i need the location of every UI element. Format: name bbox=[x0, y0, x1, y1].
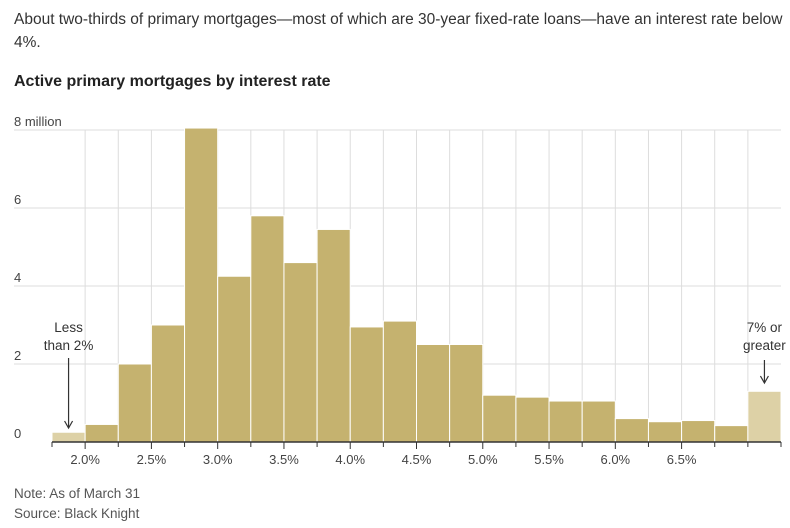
histogram-bar bbox=[747, 390, 782, 443]
greater-than-7-label: 7% or bbox=[747, 320, 783, 335]
y-tick-label: 6 bbox=[14, 192, 21, 207]
greater-than-7-arrowhead bbox=[759, 375, 769, 385]
annotations: Less than 2% 7% or greater bbox=[44, 320, 786, 430]
histogram-bar bbox=[449, 344, 484, 443]
histogram-bar bbox=[117, 363, 152, 443]
y-tick-label: 2 bbox=[14, 348, 21, 363]
histogram-bar bbox=[150, 324, 186, 443]
histogram-bar bbox=[283, 262, 318, 443]
x-tick-label: 4.5% bbox=[402, 452, 432, 467]
x-tick-label: 4.0% bbox=[335, 452, 365, 467]
histogram-bar bbox=[515, 396, 550, 443]
histogram-bar bbox=[647, 421, 683, 443]
histogram-bar bbox=[614, 418, 649, 443]
less-than-2-label: than 2% bbox=[44, 338, 94, 353]
histogram-bar bbox=[714, 425, 749, 443]
histogram-bar bbox=[84, 423, 119, 443]
histogram-bar bbox=[184, 127, 219, 443]
histogram-bar bbox=[250, 215, 285, 443]
x-tick-label: 6.0% bbox=[600, 452, 630, 467]
x-tick-label: 3.0% bbox=[203, 452, 233, 467]
chart-description: About two-thirds of primary mortgages—mo… bbox=[14, 11, 783, 51]
y-tick-label: 4 bbox=[14, 270, 21, 285]
histogram-bar bbox=[416, 344, 451, 443]
histogram-bar bbox=[548, 400, 583, 443]
histogram-bar bbox=[382, 320, 418, 443]
x-tick-label: 5.0% bbox=[468, 452, 498, 467]
x-tick-label: 5.5% bbox=[534, 452, 564, 467]
histogram-bar bbox=[51, 431, 86, 443]
x-tick-label: 2.5% bbox=[137, 452, 167, 467]
greater-than-7-label: greater bbox=[743, 338, 786, 353]
mortgage-rate-histogram: 0 2 4 6 8 million 2.0% 2.5% 3.0% 3.5% 4.0% 4.5% 5.0… bbox=[14, 114, 786, 467]
y-tick-label: 8 million bbox=[14, 114, 62, 129]
histogram-bar bbox=[681, 420, 716, 443]
source-text: Source: Black Knight bbox=[14, 506, 140, 521]
axes: 0 2 4 6 8 million 2.0% 2.5% 3.0% 3.5% 4.0% 4.5% 5.0… bbox=[14, 114, 782, 467]
less-than-2-label: Less bbox=[54, 320, 83, 335]
gridlines bbox=[14, 129, 781, 442]
histogram-bar bbox=[316, 228, 351, 443]
bars bbox=[51, 127, 782, 443]
chart-title: Active primary mortgages by interest rat… bbox=[14, 73, 331, 90]
histogram-bar bbox=[349, 326, 384, 443]
histogram-bar bbox=[217, 275, 252, 443]
x-tick-label: 3.5% bbox=[269, 452, 299, 467]
note-text: Note: As of March 31 bbox=[14, 486, 141, 501]
x-tick-label: 6.5% bbox=[667, 452, 697, 467]
x-tick-label: 2.0% bbox=[70, 452, 100, 467]
histogram-bar bbox=[482, 394, 517, 443]
y-tick-label: 0 bbox=[14, 426, 21, 441]
histogram-bar bbox=[581, 400, 616, 443]
less-than-2-arrowhead bbox=[64, 420, 74, 430]
footnote: Note: As of March 31 Source: Black Knigh… bbox=[14, 484, 140, 524]
